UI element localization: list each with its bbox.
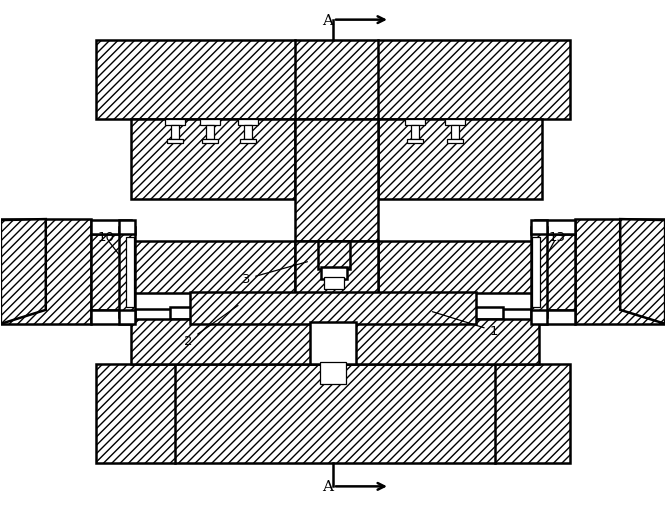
Bar xyxy=(535,221,575,235)
Bar xyxy=(165,120,185,126)
Bar xyxy=(532,238,540,307)
Text: 1: 1 xyxy=(432,312,498,337)
Text: 10: 10 xyxy=(97,230,114,243)
Bar xyxy=(91,310,131,324)
Bar xyxy=(378,120,542,200)
Bar xyxy=(324,277,344,289)
Text: A: A xyxy=(322,479,333,493)
Bar xyxy=(119,310,135,324)
Bar xyxy=(170,307,295,319)
Bar xyxy=(119,221,135,235)
Bar xyxy=(119,228,135,317)
Bar xyxy=(131,319,539,364)
Bar xyxy=(244,126,252,140)
Bar xyxy=(321,267,347,279)
Bar xyxy=(445,120,465,126)
Bar xyxy=(91,235,131,310)
Bar xyxy=(91,221,131,235)
Bar xyxy=(1,220,91,324)
Bar xyxy=(407,140,423,144)
Bar xyxy=(295,242,378,294)
Bar xyxy=(378,293,542,309)
Bar xyxy=(240,140,256,144)
Bar xyxy=(131,293,295,309)
Bar xyxy=(531,310,547,324)
Text: A: A xyxy=(322,14,333,27)
Bar xyxy=(531,228,547,317)
Bar xyxy=(535,235,575,310)
Bar xyxy=(378,242,542,294)
Bar xyxy=(238,120,258,126)
Bar xyxy=(447,140,463,144)
Polygon shape xyxy=(1,220,46,324)
Bar xyxy=(575,220,665,324)
Bar xyxy=(206,126,214,140)
Bar xyxy=(131,120,295,200)
Bar xyxy=(190,292,476,324)
Bar xyxy=(318,242,350,269)
Bar xyxy=(378,307,503,319)
Bar xyxy=(531,221,547,235)
Bar xyxy=(535,310,575,324)
Text: 2: 2 xyxy=(184,306,238,348)
Bar xyxy=(320,362,346,384)
Text: 13: 13 xyxy=(549,230,566,243)
Bar xyxy=(202,140,218,144)
Bar xyxy=(167,140,183,144)
Bar xyxy=(405,120,425,126)
Bar xyxy=(451,126,459,140)
Polygon shape xyxy=(620,220,665,324)
Bar xyxy=(131,242,295,294)
Bar xyxy=(310,322,356,364)
Bar xyxy=(171,126,179,140)
Bar xyxy=(200,120,220,126)
Bar xyxy=(96,41,570,120)
Text: 3: 3 xyxy=(242,262,308,286)
Bar xyxy=(411,126,419,140)
Bar xyxy=(295,120,378,242)
Bar xyxy=(96,364,570,464)
Bar xyxy=(126,238,134,307)
